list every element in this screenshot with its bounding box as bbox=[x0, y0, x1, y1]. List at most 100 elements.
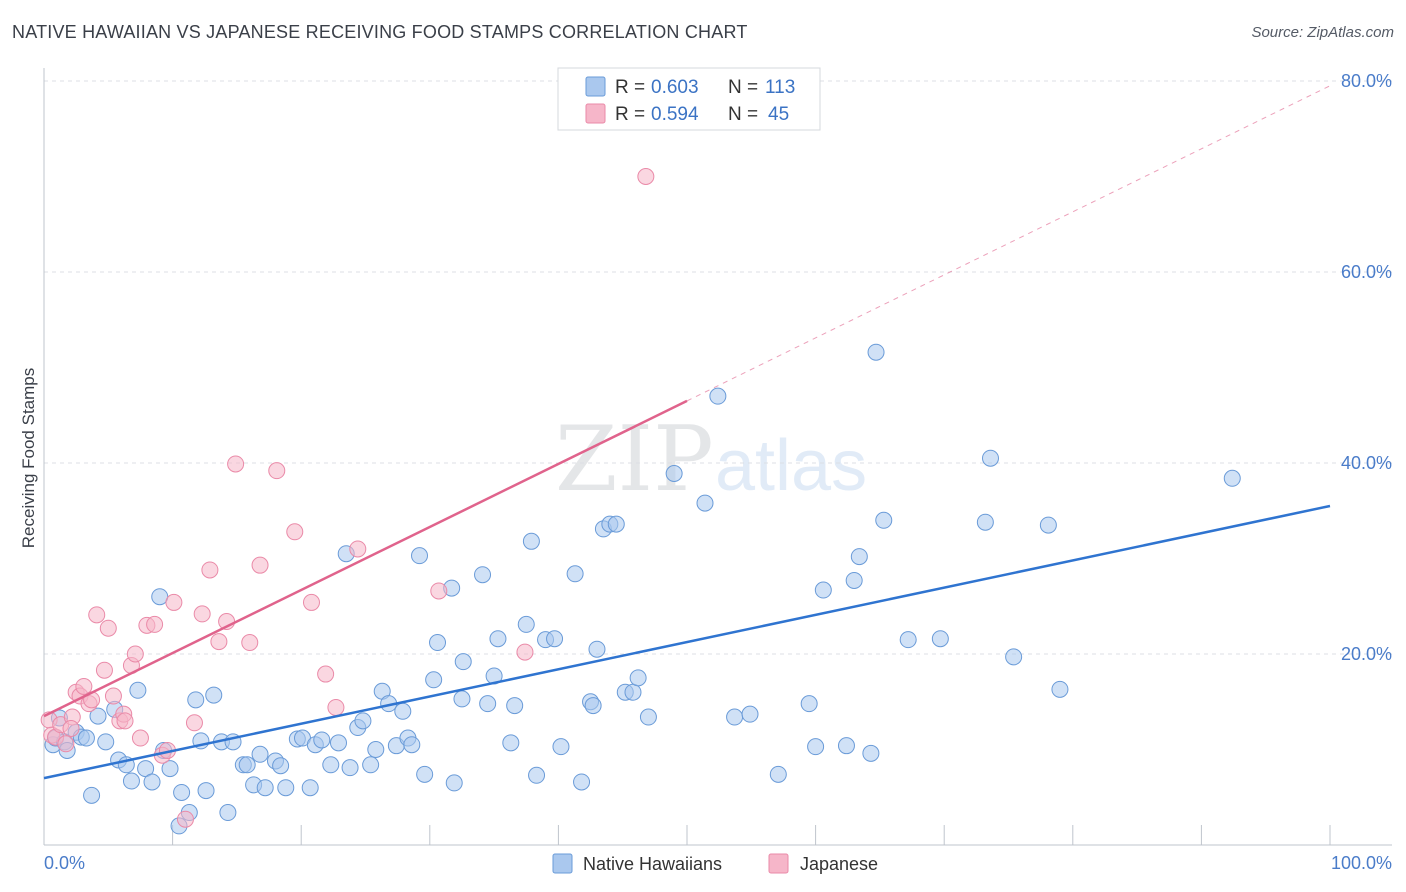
native-hawaiian-point bbox=[837, 737, 855, 755]
watermark-atlas: atlas bbox=[715, 426, 867, 506]
japanese-point bbox=[131, 729, 149, 747]
legend-n-value-1: 113 bbox=[765, 77, 795, 98]
japanese-point bbox=[430, 582, 448, 600]
japanese-point bbox=[116, 712, 134, 730]
japanese-point bbox=[349, 540, 367, 558]
chart-title: NATIVE HAWAIIAN VS JAPANESE RECEIVING FO… bbox=[12, 22, 748, 42]
japanese-point bbox=[185, 714, 203, 732]
japanese-point bbox=[637, 168, 655, 185]
native-hawaiian-point bbox=[566, 565, 584, 583]
native-hawaiian-point bbox=[416, 765, 434, 783]
native-hawaiian-point bbox=[445, 774, 463, 792]
japanese-point bbox=[193, 605, 211, 623]
native-hawaiian-point bbox=[741, 705, 759, 723]
japanese-point bbox=[126, 645, 144, 663]
native-hawaiian-point bbox=[205, 686, 223, 704]
native-hawaiian-point bbox=[362, 756, 380, 774]
native-hawaiian-point bbox=[313, 731, 331, 749]
native-hawaiian-point bbox=[665, 465, 683, 483]
japanese-point bbox=[104, 687, 122, 705]
native-hawaiian-point bbox=[411, 547, 429, 565]
legend-bottom-label-native-hawaiians: Native Hawaiians bbox=[583, 854, 722, 874]
native-hawaiian-point bbox=[238, 756, 256, 774]
y-axis-label: Receiving Food Stamps bbox=[19, 368, 38, 548]
japanese-trend-line bbox=[43, 399, 688, 718]
japanese-point bbox=[95, 661, 113, 679]
native-hawaiian-point bbox=[173, 783, 191, 801]
watermark-zip: ZIP bbox=[555, 407, 714, 512]
native-hawaiian-point bbox=[1223, 469, 1241, 487]
native-hawaiian-point bbox=[899, 631, 917, 649]
native-hawaiian-point bbox=[354, 712, 372, 730]
native-hawaiian-point bbox=[517, 615, 535, 633]
native-hawaiian-point bbox=[502, 734, 520, 752]
native-hawaiian-point bbox=[272, 757, 290, 775]
x-tick-label-max: 100.0% bbox=[1331, 853, 1392, 873]
native-hawaiian-point bbox=[251, 745, 269, 763]
native-hawaiian-point bbox=[143, 773, 161, 791]
native-hawaiian-point bbox=[277, 779, 295, 797]
japanese-point bbox=[201, 561, 219, 579]
y-tick-label: 80.0% bbox=[1341, 71, 1392, 91]
native-hawaiian-point bbox=[341, 759, 359, 777]
native-hawaiian-point bbox=[588, 640, 606, 658]
legend-r-value-2: 0.594 bbox=[651, 104, 699, 125]
native-hawaiian-point bbox=[696, 494, 714, 512]
native-hawaiian-point bbox=[329, 734, 347, 752]
y-axis-tick-labels: 20.0% 40.0% 60.0% 80.0% bbox=[1341, 71, 1392, 664]
japanese-point bbox=[286, 523, 304, 541]
native-hawaiian-point bbox=[367, 741, 385, 758]
y-tick-label: 20.0% bbox=[1341, 644, 1392, 664]
native-hawaiian-point bbox=[528, 766, 546, 784]
japanese-point bbox=[88, 606, 106, 624]
native-hawaiian-point bbox=[850, 548, 868, 566]
native-hawaiians-trend-line bbox=[43, 504, 1331, 780]
native-hawaiian-point bbox=[129, 681, 147, 699]
legend-top: R = 0.603 N = 113 R = 0.594 N = 45 bbox=[557, 67, 821, 131]
legend-bottom-swatch-blue bbox=[552, 853, 573, 874]
native-hawaiian-point bbox=[161, 760, 179, 778]
trend-lines bbox=[43, 85, 1331, 780]
native-hawaiian-point bbox=[814, 581, 832, 599]
native-hawaiian-point bbox=[322, 756, 340, 774]
native-hawaiian-point bbox=[77, 729, 95, 747]
legend-swatch-blue bbox=[585, 76, 606, 97]
japanese-point bbox=[75, 677, 93, 695]
native-hawaiian-point bbox=[629, 669, 647, 687]
watermark: ZIP atlas bbox=[555, 407, 867, 512]
native-hawaiian-point bbox=[862, 744, 880, 762]
x-tick-label-min: 0.0% bbox=[44, 853, 85, 873]
native-hawaiian-point bbox=[256, 779, 274, 797]
native-hawaiian-point bbox=[607, 515, 625, 533]
native-hawaiian-point bbox=[726, 708, 744, 726]
native-hawaiian-point bbox=[800, 695, 818, 713]
source-credit: Source: ZipAtlas.com bbox=[1251, 24, 1394, 41]
native-hawaiian-point bbox=[489, 630, 507, 648]
native-hawaiian-point bbox=[976, 513, 994, 531]
y-tick-label: 40.0% bbox=[1341, 453, 1392, 473]
native-hawaiian-point bbox=[981, 449, 999, 467]
legend-swatch-pink bbox=[585, 103, 606, 124]
native-hawaiian-point bbox=[425, 671, 443, 689]
native-hawaiian-point bbox=[474, 566, 492, 584]
native-hawaiian-point bbox=[769, 765, 787, 783]
native-hawaiian-point bbox=[219, 804, 237, 822]
native-hawaiian-point bbox=[867, 343, 885, 361]
japanese-trend-extension bbox=[686, 85, 1331, 402]
japanese-point bbox=[317, 665, 335, 683]
native-hawaiian-point bbox=[1051, 680, 1069, 698]
native-hawaiian-point bbox=[403, 736, 421, 754]
japanese-point bbox=[62, 719, 80, 737]
legend-n-label-2: N = bbox=[728, 104, 758, 125]
gridlines bbox=[44, 80, 1392, 655]
native-hawaiian-point bbox=[546, 630, 564, 648]
native-hawaiian-point bbox=[429, 634, 447, 652]
japanese-point bbox=[146, 615, 164, 633]
native-hawaiian-point bbox=[394, 702, 412, 720]
native-hawaiian-point bbox=[1005, 648, 1023, 666]
native-hawaiian-point bbox=[584, 697, 602, 715]
native-hawaiian-point bbox=[479, 695, 497, 713]
x-axis-ticks bbox=[172, 825, 1331, 845]
japanese-point bbox=[210, 633, 228, 651]
